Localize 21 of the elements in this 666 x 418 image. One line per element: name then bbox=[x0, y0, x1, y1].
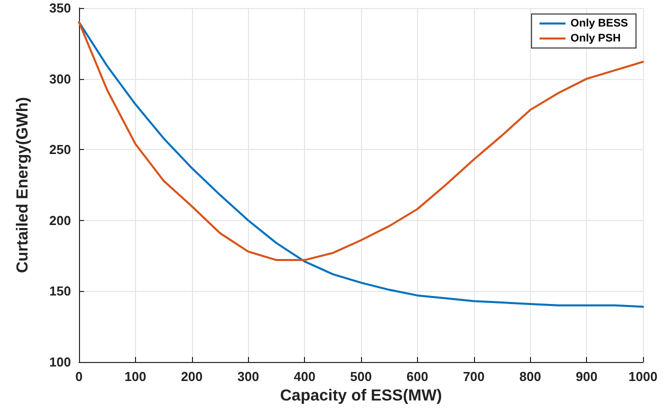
x-tick-label: 400 bbox=[294, 369, 316, 384]
y-tick-label: 100 bbox=[49, 354, 71, 370]
y-tick-label: 150 bbox=[49, 284, 71, 299]
y-tick-label: 350 bbox=[49, 0, 71, 16]
y-tick-label: 250 bbox=[49, 142, 71, 158]
x-tick-label: 1000 bbox=[628, 369, 658, 384]
y-axis-title: Curtailed Energy(GWh) bbox=[14, 96, 32, 274]
y-tick-label: 200 bbox=[49, 212, 71, 228]
legend-label: Only PSH bbox=[570, 32, 621, 44]
y-tick-label: 300 bbox=[49, 71, 71, 86]
x-tick-label: 300 bbox=[237, 369, 260, 384]
x-tick-label: 0 bbox=[75, 369, 83, 384]
x-tick-label: 100 bbox=[124, 369, 146, 384]
x-tick-label: 900 bbox=[576, 369, 598, 384]
x-tick-label: 200 bbox=[180, 369, 203, 384]
x-axis-title: Capacity of ESS(MW) bbox=[280, 387, 442, 404]
legend-label: Only BESS bbox=[570, 18, 628, 30]
x-tick-label: 500 bbox=[350, 369, 372, 384]
x-tick-label: 800 bbox=[519, 369, 542, 384]
x-tick-label: 700 bbox=[462, 369, 485, 384]
x-tick-label: 600 bbox=[406, 369, 428, 384]
